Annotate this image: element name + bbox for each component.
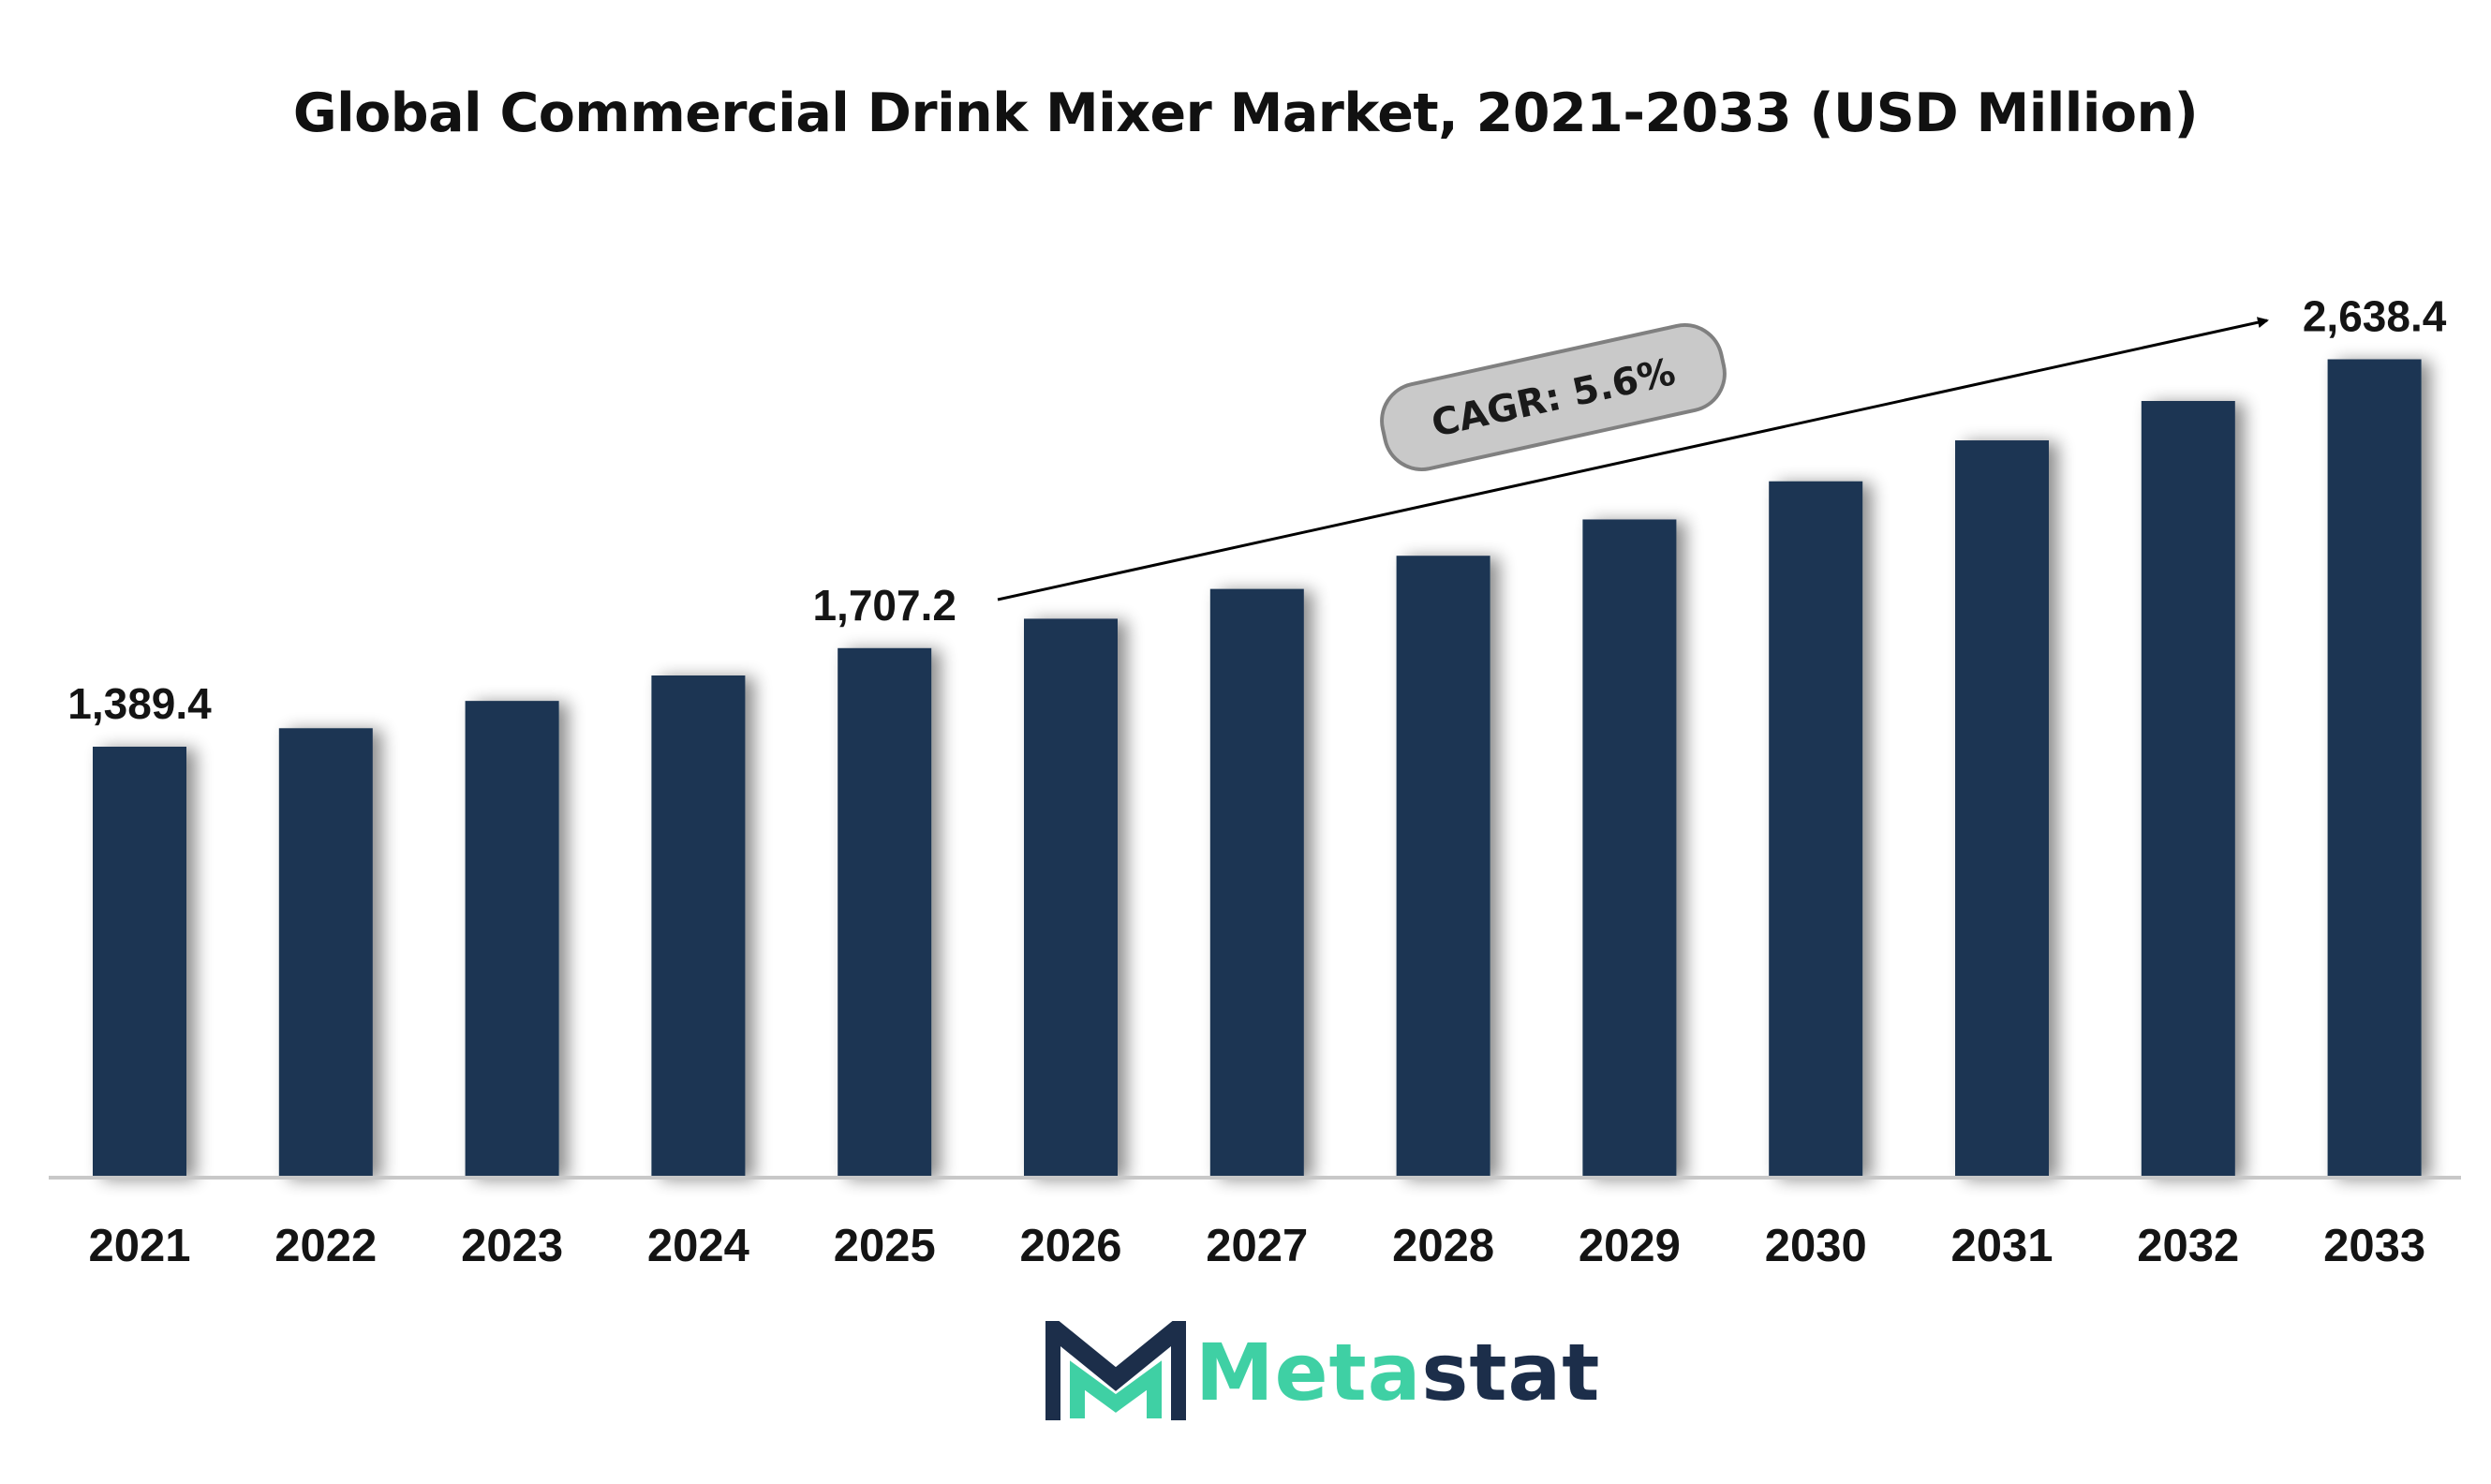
logo-text-meta: Meta bbox=[1195, 1327, 1422, 1418]
bar-2027 bbox=[1209, 588, 1304, 1178]
cagr-badge bbox=[1380, 323, 1727, 471]
bar-2030 bbox=[1769, 481, 1863, 1178]
bar-2028 bbox=[1396, 556, 1490, 1178]
x-tick-2028: 2028 bbox=[1392, 1221, 1494, 1271]
logo-text-stat: stat bbox=[1421, 1327, 1601, 1418]
data-labels: 1,389.4 1,707.2 2,638.4 bbox=[67, 292, 2446, 729]
metastat-logo: Metastat bbox=[1045, 1321, 1600, 1424]
metastat-m-logo-icon bbox=[1045, 1321, 1186, 1420]
x-tick-2022: 2022 bbox=[274, 1221, 377, 1271]
bar-2031 bbox=[1955, 440, 2049, 1178]
data-label-2033: 2,638.4 bbox=[2303, 292, 2447, 341]
x-tick-2021: 2021 bbox=[88, 1221, 190, 1271]
bars-group bbox=[93, 359, 2422, 1179]
bar-2022 bbox=[278, 728, 373, 1178]
bar-2023 bbox=[465, 701, 559, 1178]
x-tick-2030: 2030 bbox=[1765, 1221, 1867, 1271]
data-label-2025: 1,707.2 bbox=[812, 581, 956, 630]
x-tick-2026: 2026 bbox=[1019, 1221, 1121, 1271]
cagr-arrow bbox=[997, 317, 2269, 601]
x-tick-2023: 2023 bbox=[461, 1221, 563, 1271]
chart-title: Global Commercial Drink Mixer Market, 20… bbox=[292, 82, 2199, 144]
x-tick-2025: 2025 bbox=[834, 1221, 936, 1271]
bar-2026 bbox=[1024, 618, 1118, 1178]
logo-wordmark: Metastat bbox=[1195, 1327, 1600, 1418]
x-tick-labels: 2021 2022 2023 2024 2025 2026 2027 2028 2029 2030… bbox=[88, 1221, 2425, 1271]
x-tick-2033: 2033 bbox=[2323, 1221, 2425, 1271]
bar-2024 bbox=[651, 675, 746, 1178]
bar-2032 bbox=[2141, 400, 2235, 1178]
x-tick-2029: 2029 bbox=[1579, 1221, 1681, 1271]
x-tick-2032: 2032 bbox=[2137, 1221, 2239, 1271]
x-tick-2027: 2027 bbox=[1206, 1221, 1308, 1271]
bar-2025 bbox=[838, 647, 932, 1178]
bar-2029 bbox=[1582, 519, 1677, 1178]
bar-2021 bbox=[93, 747, 186, 1178]
bar-2033 bbox=[2327, 359, 2422, 1179]
x-tick-2031: 2031 bbox=[1950, 1221, 2053, 1271]
data-label-2021: 1,389.4 bbox=[67, 679, 212, 728]
x-tick-2024: 2024 bbox=[647, 1221, 749, 1271]
